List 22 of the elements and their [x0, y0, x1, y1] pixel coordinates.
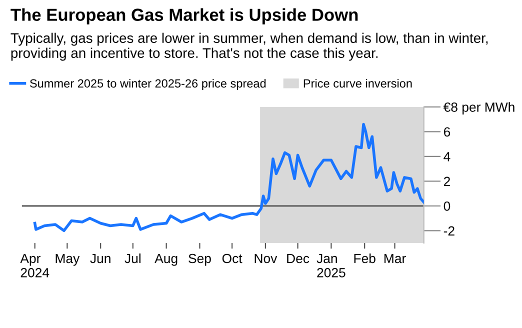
- x-tick-label: Aug: [154, 254, 178, 266]
- y-tick-label: 6: [444, 127, 450, 137]
- y-tick-label: 4: [444, 152, 450, 162]
- y-tick-label: 0: [444, 201, 450, 211]
- x-tick-label: Jun: [90, 254, 110, 264]
- legend-label: Price curve inversion: [304, 78, 412, 88]
- y-tick-label: 2: [444, 176, 450, 186]
- x-tick-label: Nov: [254, 254, 278, 264]
- x-tick-label: Feb: [354, 253, 376, 264]
- x-tick-label: Mar: [384, 254, 406, 264]
- x-tick-label: Sep: [188, 254, 211, 266]
- x-tick-label: Jul: [124, 253, 140, 264]
- y-tick-label: -2: [444, 226, 454, 236]
- x-tick-label: May: [56, 254, 80, 266]
- x-tick-label: Oct: [222, 254, 242, 264]
- x-tick-label: Jan 2025: [316, 254, 346, 278]
- x-tick-label: Dec: [287, 254, 310, 264]
- chart-title: The European Gas Market is Upside Down: [10, 8, 358, 24]
- chart-subtitle: Typically, gas prices are lower in summer, when demand is low, than in winter, providing an incentive to store. That's not the case this year.: [10, 32, 488, 61]
- y-tick-label: €8 per MWh: [443, 102, 514, 114]
- legend-label: Summer 2025 to winter 2025-26 price spread: [30, 78, 266, 90]
- x-tick-label: Apr 2024: [20, 254, 50, 278]
